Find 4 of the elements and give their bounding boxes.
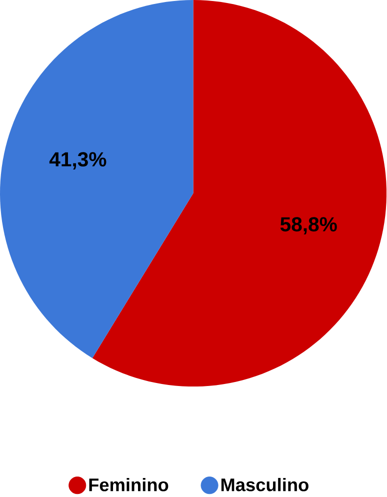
data-label: 58,8% [280,217,338,234]
legend-label: Masculino [222,478,309,492]
legend-label: Feminino [90,478,168,492]
data-label: 41,3% [50,152,106,170]
